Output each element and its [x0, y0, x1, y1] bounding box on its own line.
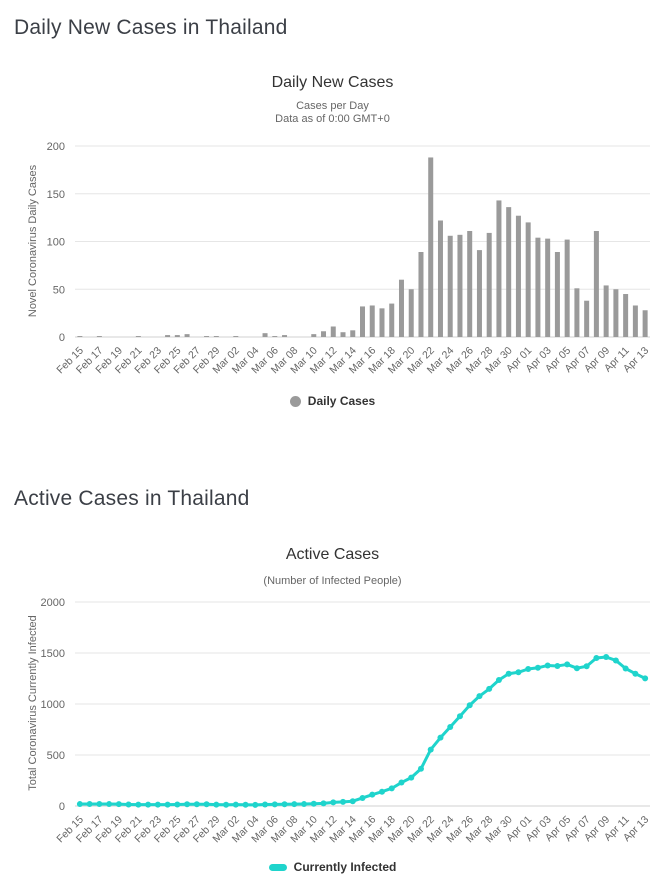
chart-subtitle-line1: Cases per Day [296, 100, 369, 112]
svg-text:50: 50 [53, 284, 65, 296]
section-heading-active-cases: Active Cases in Thailand [14, 487, 250, 510]
svg-text:0: 0 [59, 801, 65, 813]
legend-label: Currently Infected [293, 860, 397, 874]
chart-title-daily-new-cases: Daily New Cases [271, 74, 394, 91]
svg-text:1500: 1500 [41, 648, 65, 660]
svg-text:1000: 1000 [41, 699, 65, 711]
chart-subtitle-line1: (Number of Infected People) [263, 575, 402, 587]
chart-subtitle-active: (Number of Infected People) [0, 575, 665, 588]
legend-marker-icon [268, 863, 287, 871]
svg-text:150: 150 [47, 189, 65, 201]
section-heading-daily-new-cases: Daily New Cases in Thailand [14, 16, 288, 39]
svg-text:100: 100 [47, 237, 65, 249]
chart-subtitle-daily: Cases per Day Data as of 0:00 GMT+0 [0, 100, 665, 126]
legend-marker-icon [289, 395, 301, 407]
svg-text:2000: 2000 [41, 597, 65, 609]
legend-daily-cases[interactable]: Daily Cases [0, 394, 665, 408]
legend-label: Daily Cases [307, 394, 376, 408]
chart-title-active-cases: Active Cases [285, 546, 380, 563]
chart-subtitle-line2: Data as of 0:00 GMT+0 [275, 113, 390, 125]
svg-text:200: 200 [47, 141, 65, 153]
svg-text:0: 0 [59, 332, 65, 344]
legend-currently-infected[interactable]: Currently Infected [0, 860, 665, 874]
svg-text:500: 500 [47, 750, 65, 762]
